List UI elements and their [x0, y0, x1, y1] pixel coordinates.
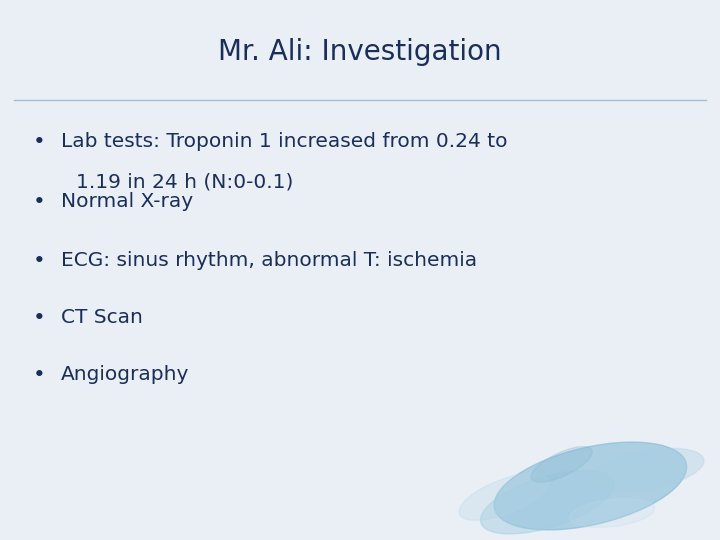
Ellipse shape	[494, 442, 687, 530]
Ellipse shape	[570, 498, 654, 528]
Text: CT Scan: CT Scan	[61, 308, 143, 327]
Text: Lab tests: Troponin 1 increased from 0.24 to: Lab tests: Troponin 1 increased from 0.2…	[61, 132, 508, 151]
Text: Normal X-ray: Normal X-ray	[61, 192, 194, 211]
Text: Angiography: Angiography	[61, 364, 189, 383]
Text: •: •	[33, 192, 46, 212]
Text: •: •	[33, 251, 46, 271]
Text: •: •	[33, 364, 46, 384]
Ellipse shape	[459, 473, 549, 521]
Ellipse shape	[531, 447, 593, 482]
Ellipse shape	[592, 448, 704, 491]
Text: •: •	[33, 132, 46, 152]
Text: •: •	[33, 308, 46, 328]
Text: Mr. Ali: Investigation: Mr. Ali: Investigation	[218, 38, 502, 66]
Ellipse shape	[480, 470, 614, 534]
Text: ECG: sinus rhythm, abnormal T: ischemia: ECG: sinus rhythm, abnormal T: ischemia	[61, 251, 477, 270]
Text: 1.19 in 24 h (N:0-0.1): 1.19 in 24 h (N:0-0.1)	[76, 173, 293, 192]
